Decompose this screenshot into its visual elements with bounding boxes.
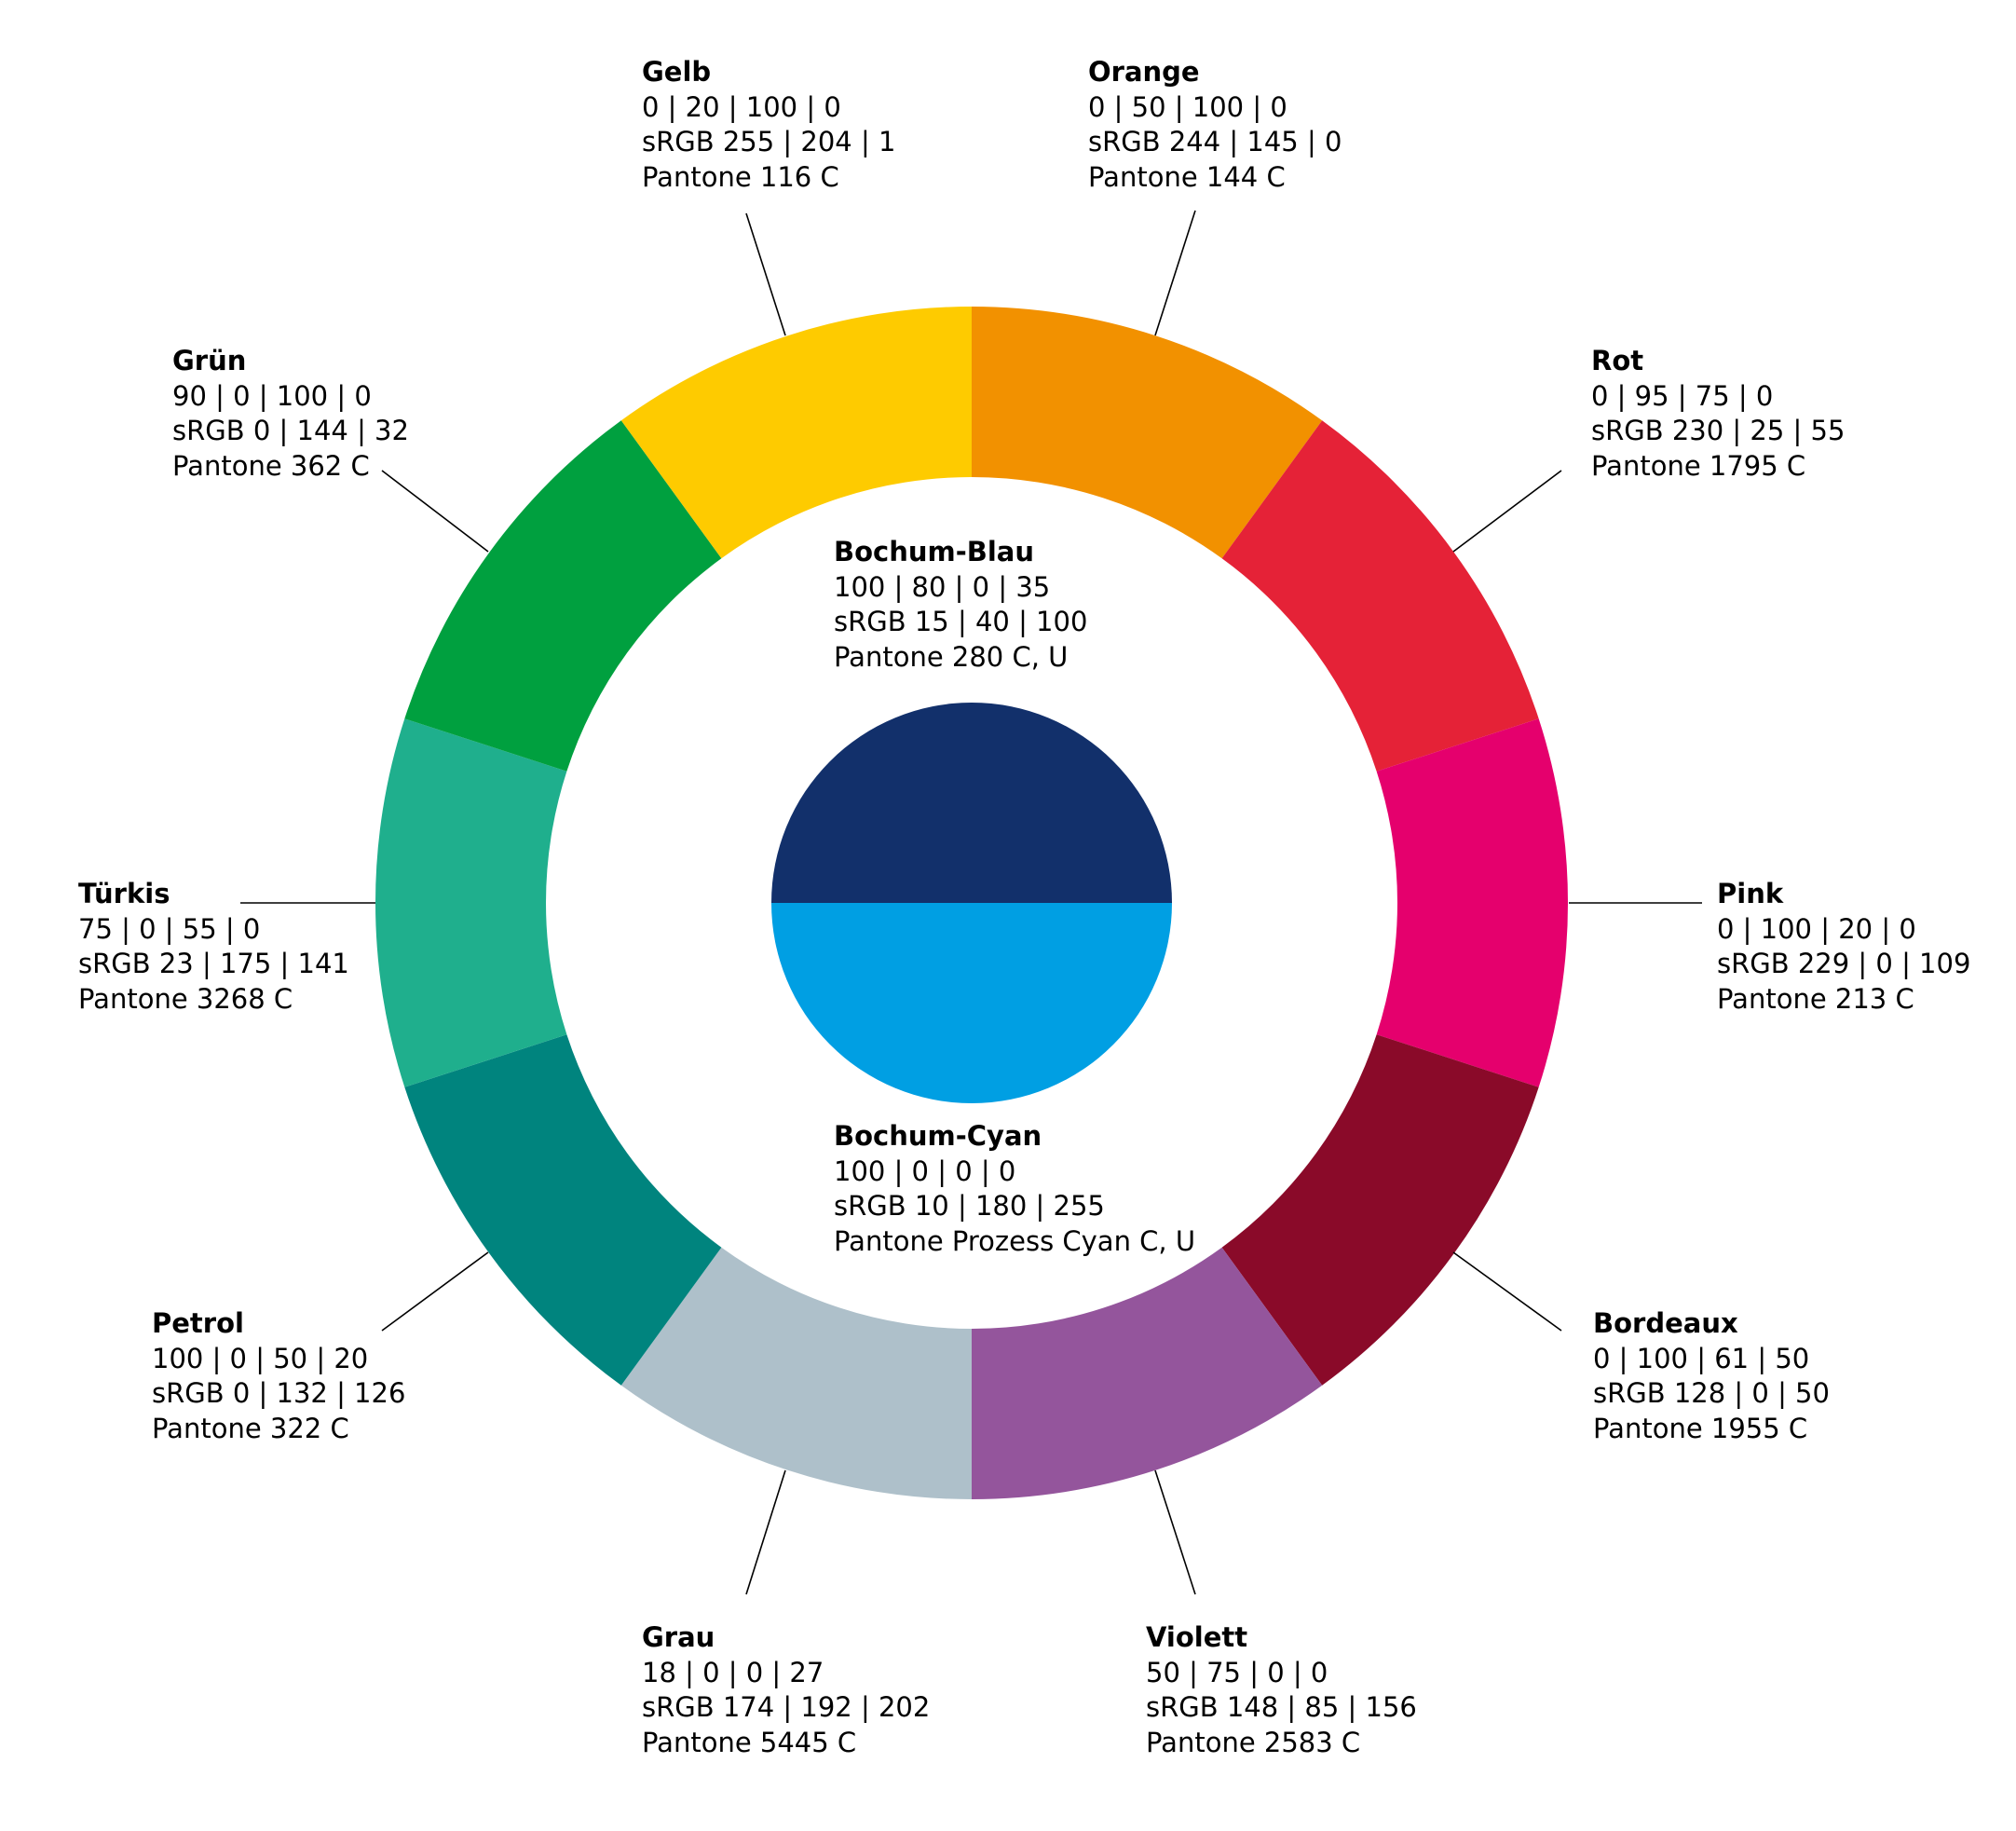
label-grau-cmyk: 18 | 0 | 0 | 27 xyxy=(642,1656,824,1688)
label-petrol-pantone: Pantone 322 C xyxy=(152,1412,349,1444)
segment-rot xyxy=(1221,420,1539,772)
label-rot-name: Rot xyxy=(1591,345,1644,376)
label-violett-name: Violett xyxy=(1146,1621,1248,1653)
label-pink-pantone: Pantone 213 C xyxy=(1717,982,1914,1015)
segment-tuerkis xyxy=(375,718,567,1087)
label-rot: Rot 0 | 95 | 75 | 0 sRGB 230 | 25 | 55 P… xyxy=(1591,344,1845,484)
leader-line-petrol xyxy=(381,1251,489,1332)
label-tuerkis-name: Türkis xyxy=(78,878,170,909)
wheel-segments xyxy=(375,307,1569,1499)
leader-lines xyxy=(240,210,1702,1595)
label-pink: Pink 0 | 100 | 20 | 0 sRGB 229 | 0 | 109… xyxy=(1717,877,1970,1017)
label-petrol-cmyk: 100 | 0 | 50 | 20 xyxy=(152,1342,369,1374)
label-orange-cmyk: 0 | 50 | 100 | 0 xyxy=(1088,90,1287,123)
label-pink-srgb: sRGB 229 | 0 | 109 xyxy=(1717,948,1971,979)
label-rot-cmyk: 0 | 95 | 75 | 0 xyxy=(1591,379,1774,412)
label-gelb-srgb: sRGB 255 | 204 | 1 xyxy=(642,126,896,157)
segment-bordeaux xyxy=(1221,1034,1539,1386)
label-gelb-cmyk: 0 | 20 | 100 | 0 xyxy=(642,90,841,123)
label-violett: Violett 50 | 75 | 0 | 0 sRGB 148 | 85 | … xyxy=(1146,1620,1417,1760)
segment-violett xyxy=(972,1247,1323,1499)
label-petrol-name: Petrol xyxy=(152,1307,244,1339)
label-violett-srgb: sRGB 148 | 85 | 156 xyxy=(1146,1691,1417,1723)
label-bochum-blau: Bochum-Blau 100 | 80 | 0 | 35 sRGB 15 | … xyxy=(834,535,1087,675)
bochum-cyan-half-circle xyxy=(771,903,1172,1103)
segment-grau xyxy=(620,1247,972,1499)
label-bochum-cyan: Bochum-Cyan 100 | 0 | 0 | 0 sRGB 10 | 18… xyxy=(834,1119,1195,1259)
label-rot-pantone: Pantone 1795 C xyxy=(1591,449,1806,482)
leader-line-rot xyxy=(1452,470,1562,553)
label-gruen: Grün 90 | 0 | 100 | 0 sRGB 0 | 144 | 32 … xyxy=(172,344,409,484)
leader-line-gelb xyxy=(745,212,786,336)
label-petrol-srgb: sRGB 0 | 132 | 126 xyxy=(152,1377,406,1409)
label-bordeaux: Bordeaux 0 | 100 | 61 | 50 sRGB 128 | 0 … xyxy=(1593,1306,1830,1446)
label-gelb-pantone: Pantone 116 C xyxy=(642,160,839,193)
label-grau-name: Grau xyxy=(642,1621,715,1653)
leader-line-orange xyxy=(1154,210,1196,336)
label-bordeaux-srgb: sRGB 128 | 0 | 50 xyxy=(1593,1377,1830,1409)
label-bordeaux-cmyk: 0 | 100 | 61 | 50 xyxy=(1593,1342,1810,1374)
label-orange-name: Orange xyxy=(1088,56,1200,88)
leader-line-grau xyxy=(745,1469,786,1595)
label-violett-pantone: Pantone 2583 C xyxy=(1146,1726,1361,1758)
segment-gelb xyxy=(620,307,972,559)
label-grau-srgb: sRGB 174 | 192 | 202 xyxy=(642,1691,931,1723)
label-grau-pantone: Pantone 5445 C xyxy=(642,1726,857,1758)
label-tuerkis-pantone: Pantone 3268 C xyxy=(78,982,293,1015)
label-petrol: Petrol 100 | 0 | 50 | 20 sRGB 0 | 132 | … xyxy=(152,1306,405,1446)
label-bochum-cyan-name: Bochum-Cyan xyxy=(834,1120,1042,1152)
label-bordeaux-name: Bordeaux xyxy=(1593,1307,1738,1339)
label-tuerkis-cmyk: 75 | 0 | 55 | 0 xyxy=(78,912,261,945)
label-bochum-blau-srgb: sRGB 15 | 40 | 100 xyxy=(834,606,1088,637)
label-orange-pantone: Pantone 144 C xyxy=(1088,160,1286,193)
label-gruen-srgb: sRGB 0 | 144 | 32 xyxy=(172,415,409,446)
label-gruen-name: Grün xyxy=(172,345,247,376)
label-bochum-blau-name: Bochum-Blau xyxy=(834,536,1035,567)
label-bordeaux-pantone: Pantone 1955 C xyxy=(1593,1412,1808,1444)
label-violett-cmyk: 50 | 75 | 0 | 0 xyxy=(1146,1656,1328,1688)
label-tuerkis: Türkis 75 | 0 | 55 | 0 sRGB 23 | 175 | 1… xyxy=(78,877,349,1017)
label-gruen-pantone: Pantone 362 C xyxy=(172,449,370,482)
label-bochum-cyan-srgb: sRGB 10 | 180 | 255 xyxy=(834,1190,1105,1222)
leader-line-gruen xyxy=(381,470,489,553)
bochum-blau-half-circle xyxy=(771,703,1172,903)
label-gelb-name: Gelb xyxy=(642,56,712,88)
segment-pink xyxy=(1376,718,1569,1087)
label-bochum-blau-cmyk: 100 | 80 | 0 | 35 xyxy=(834,570,1051,603)
label-orange-srgb: sRGB 244 | 145 | 0 xyxy=(1088,126,1342,157)
leader-line-violett xyxy=(1154,1469,1196,1595)
label-bochum-blau-pantone: Pantone 280 C, U xyxy=(834,640,1069,673)
segment-orange xyxy=(972,307,1323,559)
label-grau: Grau 18 | 0 | 0 | 27 sRGB 174 | 192 | 20… xyxy=(642,1620,930,1760)
label-pink-cmyk: 0 | 100 | 20 | 0 xyxy=(1717,912,1916,945)
segment-gruen xyxy=(404,420,722,772)
label-gruen-cmyk: 90 | 0 | 100 | 0 xyxy=(172,379,372,412)
label-pink-name: Pink xyxy=(1717,878,1784,909)
label-gelb: Gelb 0 | 20 | 100 | 0 sRGB 255 | 204 | 1… xyxy=(642,55,895,195)
label-bochum-cyan-pantone: Pantone Prozess Cyan C, U xyxy=(834,1224,1196,1257)
label-orange: Orange 0 | 50 | 100 | 0 sRGB 244 | 145 |… xyxy=(1088,55,1342,195)
label-tuerkis-srgb: sRGB 23 | 175 | 141 xyxy=(78,948,349,979)
segment-petrol xyxy=(404,1034,722,1386)
label-rot-srgb: sRGB 230 | 25 | 55 xyxy=(1591,415,1846,446)
label-bochum-cyan-cmyk: 100 | 0 | 0 | 0 xyxy=(834,1155,1016,1187)
leader-line-bordeaux xyxy=(1452,1251,1562,1332)
